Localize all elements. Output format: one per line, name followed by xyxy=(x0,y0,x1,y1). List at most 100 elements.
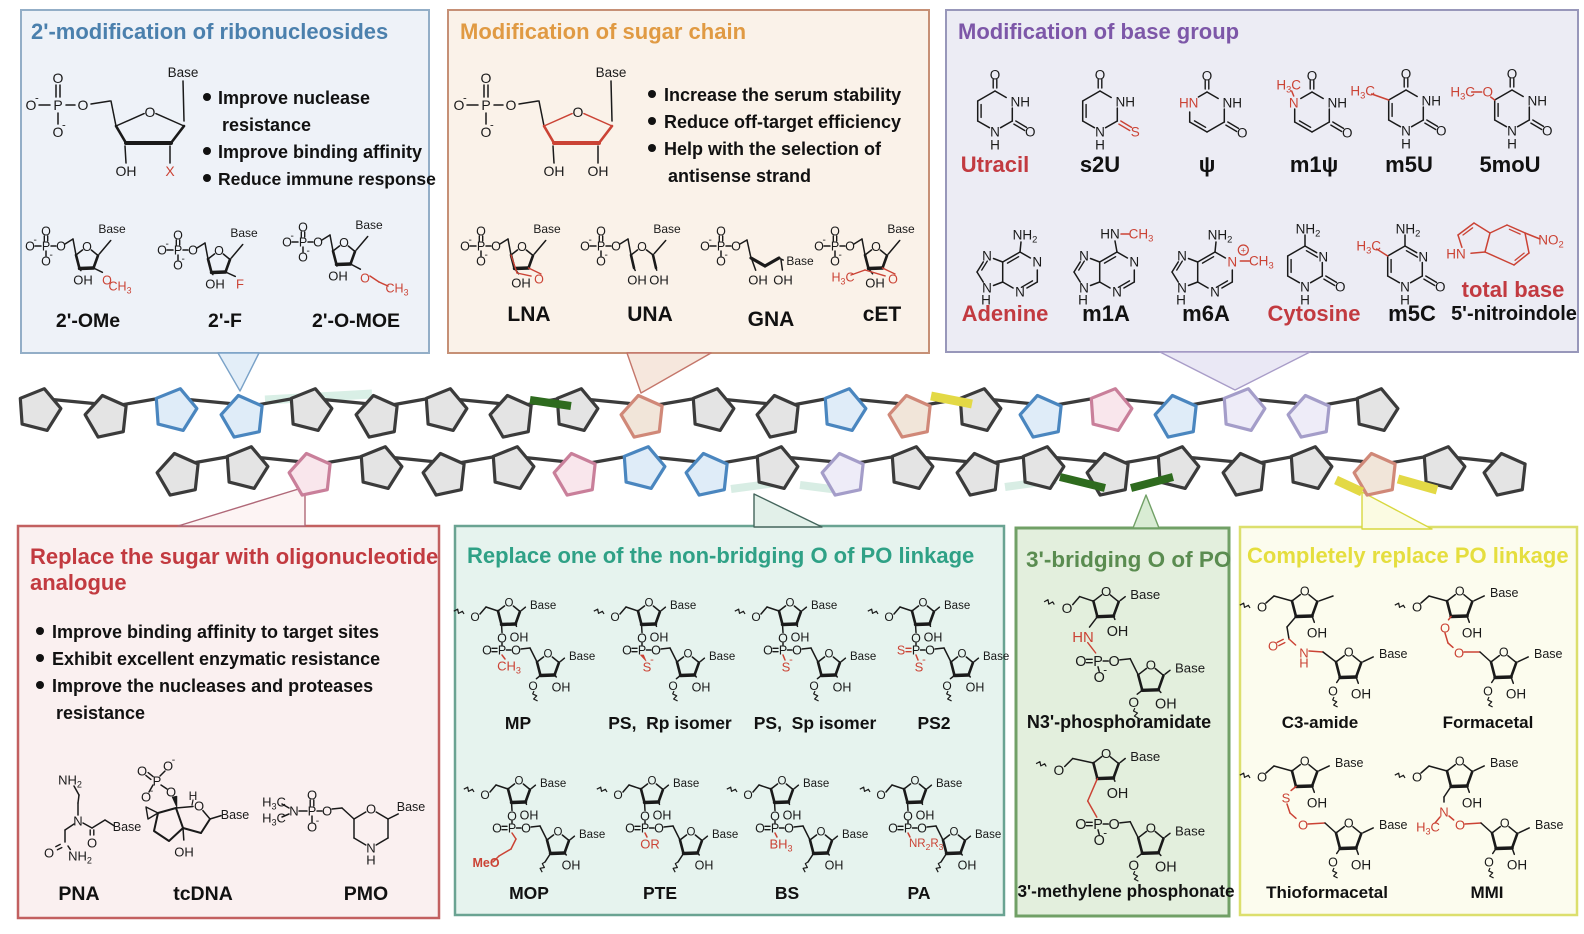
svg-text:O: O xyxy=(611,239,621,253)
svg-text:OH: OH xyxy=(73,273,93,288)
svg-text:O: O xyxy=(44,846,54,861)
svg-text:-: - xyxy=(789,654,793,666)
svg-text:X: X xyxy=(165,163,175,179)
svg-text:O: O xyxy=(1300,585,1310,599)
svg-text:O: O xyxy=(990,68,1001,83)
svg-text:OH: OH xyxy=(1506,687,1526,702)
svg-text:O: O xyxy=(654,821,664,835)
svg-text:O: O xyxy=(544,649,553,661)
svg-text:Cytosine: Cytosine xyxy=(1268,301,1361,326)
svg-text:OH: OH xyxy=(1351,687,1371,702)
svg-text:OH: OH xyxy=(650,630,669,644)
svg-text:OH: OH xyxy=(1155,697,1177,713)
svg-text:PTE: PTE xyxy=(643,883,677,903)
svg-text:O: O xyxy=(610,610,619,624)
svg-text:H: H xyxy=(981,293,991,308)
svg-text:-: - xyxy=(650,654,654,666)
svg-text:O: O xyxy=(506,97,517,113)
svg-text:2'-O-MOE: 2'-O-MOE xyxy=(312,310,400,332)
svg-text:Completely replace PO linkage: Completely replace PO linkage xyxy=(1247,543,1569,568)
svg-text:Base: Base xyxy=(850,651,876,663)
svg-text:OH: OH xyxy=(692,680,711,694)
svg-text:OH: OH xyxy=(1307,626,1327,641)
svg-text:HN: HN xyxy=(1446,247,1466,262)
svg-text:O: O xyxy=(1108,654,1119,670)
svg-text:N: N xyxy=(1227,255,1237,270)
svg-text:OH: OH xyxy=(544,163,565,179)
svg-text:O: O xyxy=(573,104,584,120)
svg-text:OH: OH xyxy=(966,680,985,694)
svg-text:O: O xyxy=(1075,817,1086,833)
svg-text:cET: cET xyxy=(863,303,902,326)
svg-text:OH: OH xyxy=(174,845,194,860)
svg-text:H: H xyxy=(1299,656,1308,671)
svg-text:O: O xyxy=(1202,69,1213,84)
svg-text:-: - xyxy=(291,231,294,242)
svg-text:PS, Rp isomer: PS, Rp isomer xyxy=(608,713,732,733)
svg-text:antisense strand: antisense strand xyxy=(668,166,811,186)
svg-text:Thioformacetal: Thioformacetal xyxy=(1266,883,1388,902)
svg-text:N: N xyxy=(1129,255,1139,270)
svg-text:Exhibit excellent enzymatic re: Exhibit excellent enzymatic resistance xyxy=(52,649,380,669)
svg-text:OH: OH xyxy=(588,163,609,179)
svg-text:-: - xyxy=(182,254,185,265)
svg-text:Base: Base xyxy=(811,600,837,612)
svg-text:Base: Base xyxy=(670,600,696,612)
svg-text:O: O xyxy=(596,224,606,238)
svg-text:O: O xyxy=(622,643,632,657)
svg-text:Improve the nucleases and prot: Improve the nucleases and proteases xyxy=(52,676,373,696)
svg-text:O: O xyxy=(173,228,183,242)
svg-text:Base: Base xyxy=(786,254,814,268)
svg-text:O: O xyxy=(1344,817,1354,831)
svg-text:O: O xyxy=(763,643,773,657)
svg-text:-: - xyxy=(589,235,592,246)
svg-text:Base: Base xyxy=(1175,824,1205,839)
svg-text:Base: Base xyxy=(1490,586,1519,600)
svg-text:OR: OR xyxy=(640,837,660,852)
svg-text:O: O xyxy=(1484,855,1494,869)
svg-text:O: O xyxy=(1101,584,1111,599)
svg-text:O: O xyxy=(755,821,765,835)
svg-text:Base: Base xyxy=(221,808,250,822)
svg-text:N: N xyxy=(1079,249,1089,264)
svg-text:OH: OH xyxy=(1462,626,1482,641)
svg-text:O: O xyxy=(1128,695,1139,710)
svg-text:-: - xyxy=(172,755,175,766)
svg-text:MOP: MOP xyxy=(509,883,549,903)
svg-text:O: O xyxy=(888,821,898,835)
svg-text:-: - xyxy=(823,235,826,246)
svg-text:resistance: resistance xyxy=(56,703,145,723)
svg-text:2'-OMe: 2'-OMe xyxy=(56,310,120,332)
svg-text:H: H xyxy=(1507,137,1517,152)
svg-text:O: O xyxy=(1257,600,1267,615)
svg-text:O: O xyxy=(1401,67,1412,82)
svg-text:2'-F: 2'-F xyxy=(208,310,242,332)
svg-text:OH: OH xyxy=(511,276,531,291)
svg-text:H: H xyxy=(1078,293,1088,308)
svg-text:O: O xyxy=(482,643,492,657)
svg-text:Formacetal: Formacetal xyxy=(1443,713,1534,732)
svg-text:O: O xyxy=(298,220,308,234)
svg-text:OH: OH xyxy=(205,277,225,292)
svg-text:P: P xyxy=(53,97,62,113)
svg-text:O: O xyxy=(188,243,198,257)
svg-text:MMI: MMI xyxy=(1470,883,1503,902)
svg-text:O: O xyxy=(637,240,647,254)
svg-text:Utracil: Utracil xyxy=(961,152,1029,177)
svg-text:O: O xyxy=(1455,818,1465,833)
svg-text:O: O xyxy=(1455,755,1465,769)
svg-text:Base: Base xyxy=(540,778,566,790)
svg-text:PS, Sp isomer: PS, Sp isomer xyxy=(754,713,877,733)
svg-text:-: - xyxy=(62,120,66,132)
svg-text:O: O xyxy=(942,679,951,693)
svg-text:O: O xyxy=(137,764,147,779)
svg-text:O: O xyxy=(1268,639,1278,654)
svg-text:Base: Base xyxy=(533,222,561,236)
svg-text:O: O xyxy=(876,788,885,802)
svg-text:m5C: m5C xyxy=(1388,301,1436,326)
svg-text:O: O xyxy=(1062,601,1073,616)
svg-text:Base: Base xyxy=(1535,818,1564,832)
svg-text:O: O xyxy=(1146,658,1156,673)
svg-text:OH: OH xyxy=(1107,786,1129,802)
svg-text:S: S xyxy=(897,643,905,657)
